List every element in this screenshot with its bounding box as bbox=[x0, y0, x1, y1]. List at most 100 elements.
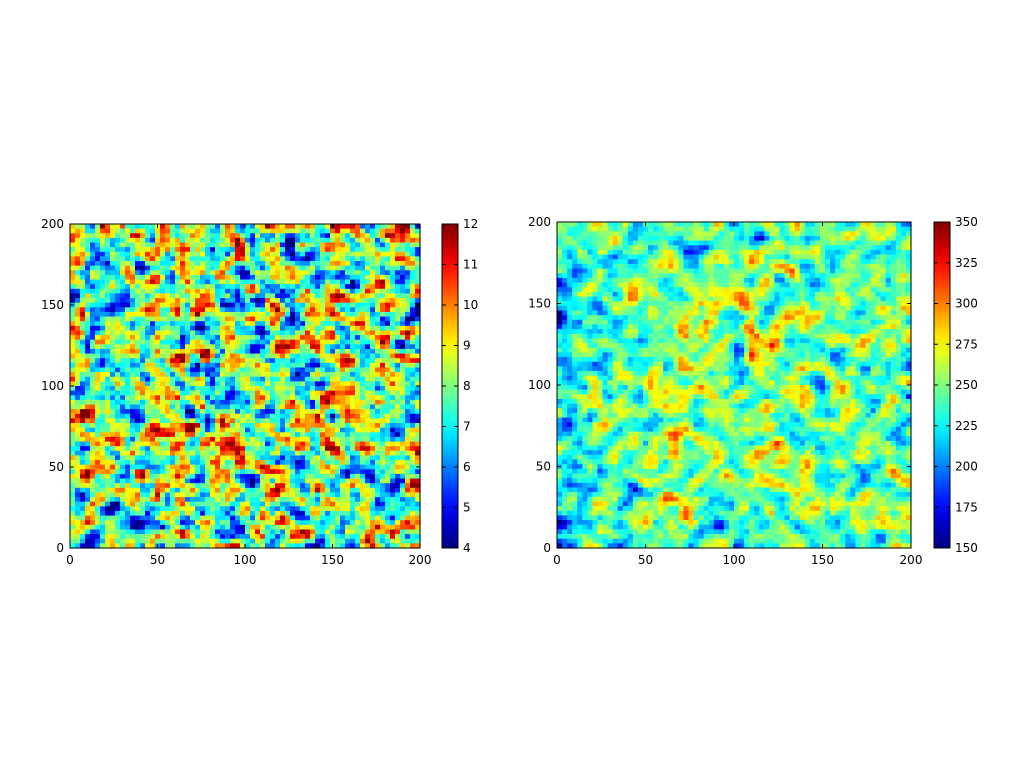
heatmap-cell bbox=[230, 436, 236, 443]
heatmap-cell bbox=[245, 487, 251, 494]
heatmap-cell bbox=[180, 409, 186, 415]
heatmap-cell bbox=[85, 344, 91, 350]
heatmap-cell bbox=[170, 492, 176, 498]
heatmap-cell bbox=[170, 242, 176, 248]
heatmap-cell bbox=[390, 321, 396, 327]
heatmap-cell bbox=[295, 372, 301, 378]
heatmap-cell bbox=[255, 307, 261, 313]
heatmap-cell bbox=[70, 335, 76, 341]
heatmap-cell bbox=[90, 233, 96, 239]
heatmap-cell bbox=[170, 256, 176, 262]
heatmap-cell bbox=[90, 311, 96, 318]
heatmap-cell bbox=[315, 362, 321, 369]
heatmap-cell bbox=[335, 529, 341, 535]
heatmap-cell bbox=[375, 478, 381, 484]
heatmap-cell bbox=[125, 386, 131, 392]
heatmap-cell bbox=[375, 261, 381, 267]
heatmap-cell bbox=[255, 418, 261, 424]
heatmap-cell bbox=[320, 460, 326, 466]
heatmap-cell bbox=[210, 520, 216, 526]
heatmap-cell bbox=[190, 483, 196, 489]
heatmap-cell bbox=[70, 418, 76, 424]
heatmap-cell bbox=[415, 362, 421, 369]
heatmap-cell bbox=[75, 399, 81, 406]
heatmap-cell bbox=[160, 395, 166, 401]
heatmap-cell bbox=[360, 501, 366, 507]
heatmap-cell bbox=[290, 427, 296, 433]
heatmap-cell bbox=[380, 247, 386, 253]
heatmap-cell bbox=[330, 436, 336, 443]
heatmap-cell bbox=[300, 501, 306, 507]
heatmap-cell bbox=[130, 386, 136, 392]
heatmap-cell bbox=[395, 399, 401, 406]
heatmap-cell bbox=[80, 510, 86, 517]
heatmap-cell bbox=[120, 469, 126, 475]
heatmap-cell bbox=[360, 362, 366, 369]
heatmap-cell bbox=[385, 497, 391, 503]
heatmap-cell bbox=[130, 492, 136, 498]
heatmap-cell bbox=[410, 432, 416, 438]
heatmap-cell bbox=[275, 233, 281, 239]
heatmap-cell bbox=[75, 427, 81, 433]
heatmap-cell bbox=[320, 436, 326, 443]
heatmap-cell bbox=[250, 506, 256, 512]
heatmap-cell bbox=[310, 316, 316, 322]
heatmap-cell bbox=[235, 339, 241, 345]
heatmap-cell bbox=[105, 274, 111, 281]
heatmap-cell bbox=[200, 487, 206, 494]
heatmap-cell bbox=[325, 274, 331, 281]
heatmap-cell bbox=[135, 284, 141, 290]
heatmap-cell bbox=[240, 362, 246, 369]
heatmap-cell bbox=[110, 316, 116, 322]
heatmap-cell bbox=[310, 478, 316, 484]
heatmap-cell bbox=[180, 330, 186, 336]
heatmap-cell bbox=[405, 427, 411, 433]
heatmap-cell bbox=[205, 455, 211, 461]
heatmap-cell bbox=[300, 427, 306, 433]
heatmap-cell bbox=[215, 265, 221, 271]
heatmap-cell bbox=[390, 376, 396, 382]
heatmap-cell bbox=[180, 460, 186, 466]
heatmap-cell bbox=[210, 487, 216, 494]
heatmap-cell bbox=[85, 399, 91, 406]
heatmap-cell bbox=[335, 520, 341, 526]
heatmap-cell bbox=[155, 339, 161, 345]
heatmap-cell bbox=[390, 441, 396, 447]
heatmap-cell bbox=[360, 224, 366, 230]
heatmap-cell bbox=[125, 409, 131, 415]
heatmap-cell bbox=[365, 298, 371, 304]
heatmap-cell bbox=[80, 270, 86, 276]
heatmap-cell bbox=[290, 261, 296, 267]
heatmap-cell bbox=[115, 316, 121, 322]
heatmap-cell bbox=[410, 362, 416, 369]
heatmap-cell bbox=[135, 506, 141, 512]
heatmap-cell bbox=[360, 543, 366, 549]
heatmap-cell bbox=[310, 432, 316, 438]
heatmap-cell bbox=[100, 441, 106, 447]
heatmap-cell bbox=[80, 455, 86, 461]
heatmap-cell bbox=[320, 473, 326, 480]
heatmap-cell bbox=[75, 483, 81, 489]
heatmap-cell bbox=[275, 487, 281, 494]
heatmap-cell bbox=[350, 520, 356, 526]
heatmap-cell bbox=[155, 441, 161, 447]
heatmap-cell bbox=[165, 325, 171, 332]
heatmap-cell bbox=[100, 409, 106, 415]
heatmap-cell bbox=[250, 538, 256, 544]
heatmap-cell bbox=[225, 510, 231, 517]
heatmap-cell bbox=[205, 256, 211, 262]
heatmap-cell bbox=[673, 222, 679, 228]
heatmap-cell bbox=[360, 399, 366, 406]
heatmap-cell bbox=[210, 543, 216, 549]
heatmap-cell bbox=[270, 395, 276, 401]
heatmap-cell bbox=[627, 222, 634, 228]
heatmap-cell bbox=[210, 247, 216, 253]
heatmap-cell bbox=[360, 534, 366, 540]
heatmap-cell bbox=[120, 233, 126, 239]
heatmap-cell bbox=[205, 381, 211, 387]
heatmap-cell bbox=[415, 515, 421, 521]
heatmap-cell bbox=[265, 367, 271, 373]
heatmap-cell bbox=[210, 265, 216, 271]
heatmap-cell bbox=[390, 423, 396, 429]
heatmap-cell bbox=[265, 330, 271, 336]
